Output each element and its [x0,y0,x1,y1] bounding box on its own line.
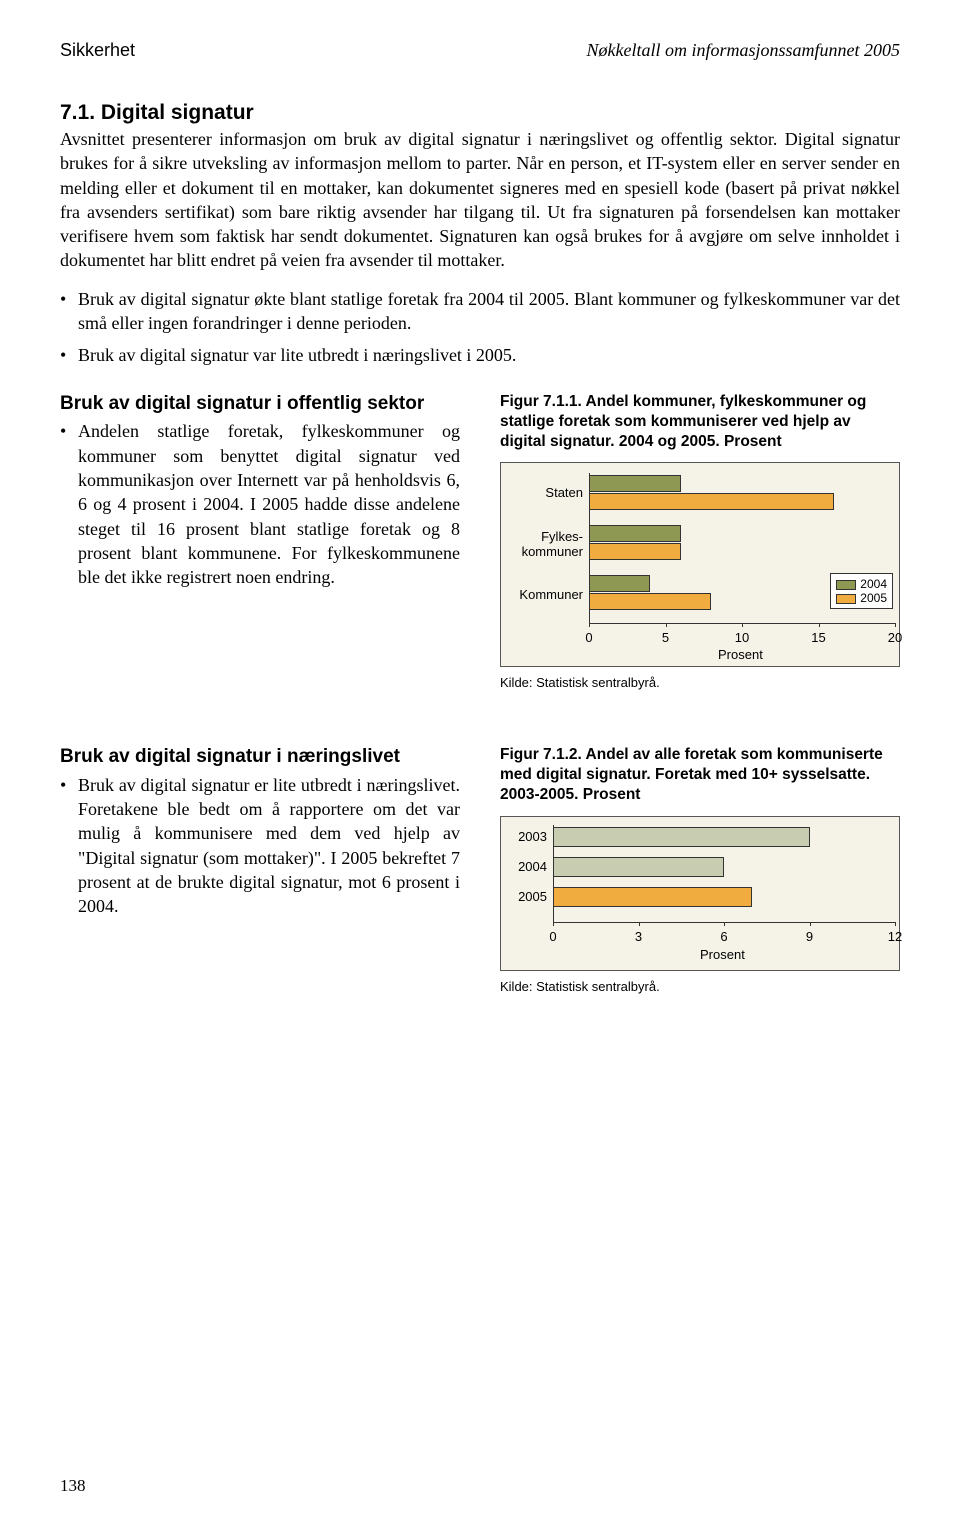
fig2-xtick-9: 9 [806,929,813,944]
section-title: 7.1. Digital signatur [60,101,900,125]
two-col-section-1: Bruk av digital signatur i offentlig sek… [60,392,900,690]
main-bullet-2: Bruk av digital signatur var lite utbred… [60,343,900,367]
fig1-legend-2005: 2005 [836,591,887,605]
fig1-tick [666,623,667,627]
fig2-xtick-3: 3 [635,929,642,944]
fig1-xlabel: Prosent [718,647,763,662]
fig1-tick [819,623,820,627]
page-number: 138 [60,1476,86,1496]
fig2-bar-2004 [553,857,724,877]
fig2-xtick-6: 6 [720,929,727,944]
fig1-tick [895,623,896,627]
fig1-bar-kommuner-2004 [589,575,650,592]
fig2-ylabel-2003: 2003 [518,829,547,844]
fig2-tick [724,922,725,926]
fig1-tick [589,623,590,627]
fig1-legend-2004: 2004 [836,577,887,591]
figure1-title: Figur 7.1.1. Andel kommuner, fylkeskommu… [500,392,900,452]
fig2-tick [810,922,811,926]
figure1-chart: Staten Fylkes- kommuner Kommuner 0 [500,462,900,667]
fig2-ylabel-2005: 2005 [518,889,547,904]
fig1-source: Kilde: Statistisk sentralbyrå. [500,675,900,690]
sub-heading-2: Bruk av digital signatur i næringslivet [60,745,460,769]
fig2-source: Kilde: Statistisk sentralbyrå. [500,979,900,994]
fig2-xtick-12: 12 [888,929,902,944]
fig1-xtick-5: 5 [662,630,669,645]
fig1-legend: 2004 2005 [830,573,893,609]
fig1-ylabel-kommuner: Kommuner [519,587,583,602]
figure2-chart: 2003 2004 2005 0 3 6 9 12 Prosent [500,816,900,971]
two-col-section-2: Bruk av digital signatur i næringslivet … [60,745,900,993]
right-col-1: Figur 7.1.1. Andel kommuner, fylkeskommu… [500,392,900,690]
fig2-bar-2003 [553,827,810,847]
fig2-xtick-0: 0 [549,929,556,944]
fig1-tick [742,623,743,627]
fig2-xlabel: Prosent [700,947,745,962]
section1-bullet: Andelen statlige foretak, fylkeskommuner… [60,419,460,589]
fig1-xtick-10: 10 [735,630,749,645]
fig1-bar-kommuner-2005 [589,593,711,610]
intro-paragraph: Avsnittet presenterer informasjon om bru… [60,127,900,273]
fig2-tick [895,922,896,926]
fig1-xtick-0: 0 [585,630,592,645]
fig1-xtick-20: 20 [888,630,902,645]
fig2-ylabel-2004: 2004 [518,859,547,874]
main-bullet-1: Bruk av digital signatur økte blant stat… [60,287,900,336]
section2-bullets: Bruk av digital signatur er lite utbredt… [60,773,460,919]
fig1-bar-fylkes-2004 [589,525,681,542]
figure2-title: Figur 7.1.2. Andel av alle foretak som k… [500,745,900,805]
fig2-tick [639,922,640,926]
legend-swatch-2004 [836,580,856,590]
sub-heading-1: Bruk av digital signatur i offentlig sek… [60,392,460,416]
fig2-tick [553,922,554,926]
fig1-ylabel-fylkes-b: kommuner [522,544,583,559]
fig1-bar-staten-2004 [589,475,681,492]
fig1-bar-staten-2005 [589,493,834,510]
legend-swatch-2005 [836,594,856,604]
right-col-2: Figur 7.1.2. Andel av alle foretak som k… [500,745,900,993]
main-bullet-list: Bruk av digital signatur økte blant stat… [60,287,900,368]
fig2-yaxis [553,825,554,922]
left-col-2: Bruk av digital signatur i næringslivet … [60,745,460,993]
left-col-1: Bruk av digital signatur i offentlig sek… [60,392,460,690]
header-right: Nøkkeltall om informasjonssamfunnet 2005 [587,40,901,61]
section1-bullets: Andelen statlige foretak, fylkeskommuner… [60,419,460,589]
header-left: Sikkerhet [60,40,135,61]
fig1-yaxis [589,473,590,623]
fig1-ylabel-fylkes-a: Fylkes- [541,529,583,544]
fig2-bar-2005 [553,887,752,907]
page-header: Sikkerhet Nøkkeltall om informasjonssamf… [60,40,900,61]
fig1-bar-fylkes-2005 [589,543,681,560]
fig1-ylabel-staten: Staten [545,485,583,500]
fig1-xtick-15: 15 [811,630,825,645]
section2-bullet: Bruk av digital signatur er lite utbredt… [60,773,460,919]
